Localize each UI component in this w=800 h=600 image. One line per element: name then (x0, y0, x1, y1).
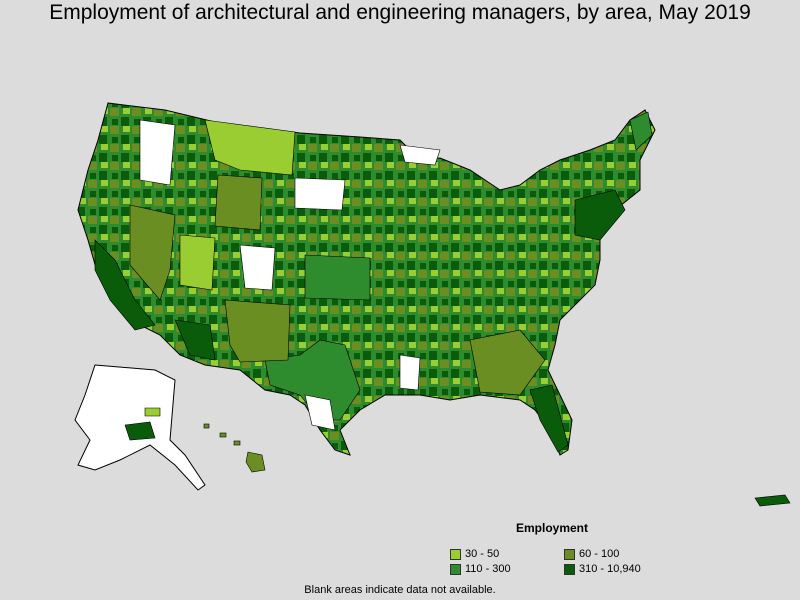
region-california (94, 239, 156, 331)
region-nodata-idaho (139, 119, 176, 186)
region-utah (179, 234, 216, 291)
region-southeast (469, 329, 546, 396)
region-nodata-upper-michigan (399, 144, 441, 166)
legend-item: 110 - 300 (450, 563, 511, 575)
legend-swatch (564, 548, 575, 560)
legend-item: 30 - 50 (450, 548, 499, 560)
region-florida (529, 384, 569, 453)
region-wyoming (214, 174, 263, 231)
region-nodata-colorado (239, 244, 276, 291)
region-new-mexico (224, 299, 291, 363)
map-title: Employment of architectural and engineer… (49, 1, 751, 24)
hawaii (203, 423, 266, 473)
legend-swatch (450, 563, 461, 575)
legend-item: 310 - 10,940 (564, 563, 641, 575)
legend-swatch (450, 548, 461, 560)
alaska-anchorage (124, 421, 156, 441)
legend-label: 30 - 50 (465, 548, 500, 560)
legend-label: 310 - 10,940 (579, 563, 641, 575)
region-nevada (129, 204, 176, 301)
legend-swatch (564, 563, 575, 575)
region-nodata-west-texas (304, 394, 336, 431)
region-nodata-dakota (294, 177, 346, 211)
region-maine (629, 111, 653, 151)
region-texas (264, 339, 361, 421)
legend-label: 60 - 100 (579, 548, 620, 560)
legend-label: 110 - 300 (465, 563, 511, 575)
alaska-fairbanks (144, 407, 161, 417)
region-arizona (174, 319, 216, 361)
region-northeast (574, 189, 626, 241)
legend-title: Employment (516, 521, 589, 535)
footnote: Blank areas indicate data not available. (304, 584, 496, 596)
legend-item: 60 - 100 (564, 548, 619, 560)
region-montana (204, 119, 296, 176)
puerto-rico (754, 494, 791, 507)
region-nodata-mississippi (399, 354, 421, 391)
region-kansas (304, 254, 371, 301)
